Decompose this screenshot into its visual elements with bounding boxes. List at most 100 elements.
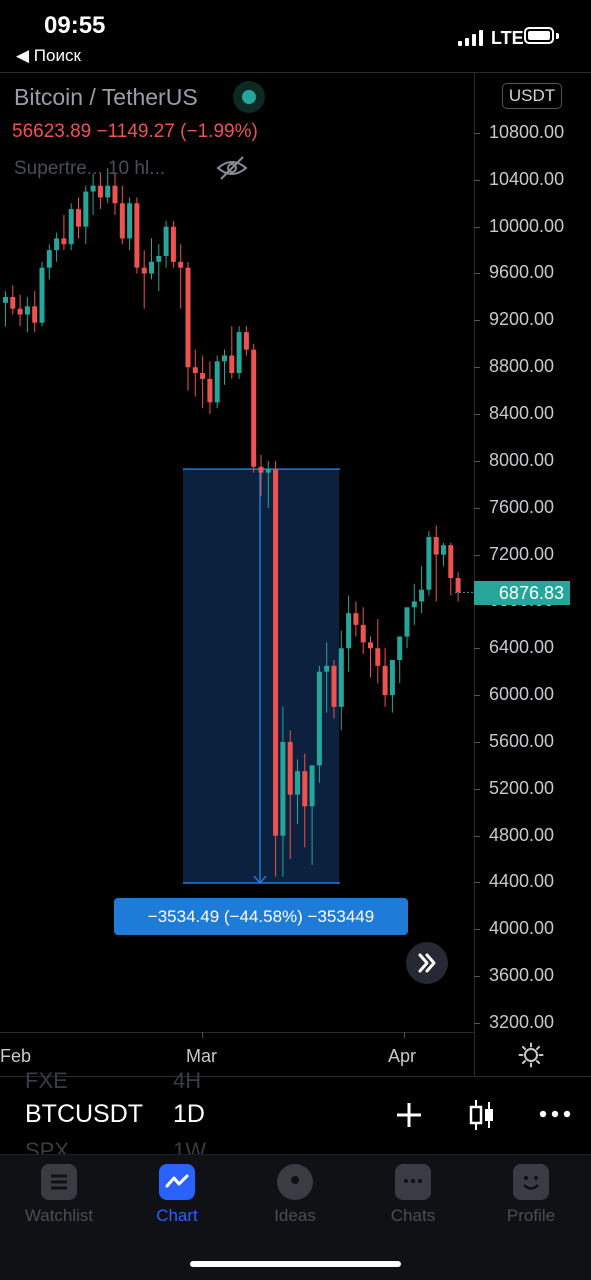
resolution-selector[interactable]: 1D [173, 1100, 205, 1128]
symbol-option[interactable]: FXE [25, 1068, 68, 1093]
candle-body [324, 665, 330, 672]
price-tick-label: 3200.00 [489, 1012, 555, 1032]
candle-body [141, 267, 147, 274]
price-tick-label: 10400.00 [489, 169, 565, 189]
candle-body [192, 367, 198, 374]
double-chevron-right-icon [418, 953, 436, 973]
resolution-option[interactable]: 4H [173, 1068, 202, 1093]
time-axis-line [0, 1032, 474, 1033]
more-options-icon[interactable] [538, 1104, 572, 1124]
price-chart[interactable] [0, 73, 474, 1032]
tab-label: Chart [156, 1206, 198, 1225]
candle-body [404, 607, 410, 637]
signal-icon [458, 30, 484, 46]
candle-body [90, 185, 96, 192]
candle-body [76, 209, 81, 227]
price-tick-mark [474, 180, 480, 181]
price-tick-label: 8800.00 [489, 356, 555, 376]
candle-body [448, 545, 454, 578]
price-tick-mark [474, 836, 480, 837]
candle-body [17, 308, 23, 315]
indicator-legend[interactable]: Supertre... 10 hl... [14, 158, 166, 179]
price-tick-mark [474, 882, 480, 883]
candle-body [10, 296, 16, 309]
candle-body [368, 642, 373, 649]
measure-arrow-head [253, 875, 267, 885]
candle-body [156, 255, 162, 262]
time-axis-label: Apr [388, 1046, 417, 1066]
candle-body [163, 226, 169, 256]
price-tick-label: 7200.00 [489, 544, 555, 564]
price-tick-mark [474, 742, 480, 743]
candle-body [46, 250, 52, 268]
chart-settings-icon[interactable] [518, 1042, 544, 1068]
price-tick-mark [474, 695, 480, 696]
price-tick-mark [474, 227, 480, 228]
candle-body [24, 306, 30, 315]
price-change-quote: 56623.89 −1149.27 (−1.99%) [12, 121, 258, 142]
symbol-title[interactable]: Bitcoin / TetherUS [14, 84, 198, 110]
time-axis-label: Feb [0, 1046, 32, 1066]
currency-badge[interactable]: USDT [502, 83, 562, 109]
candle-body [280, 741, 286, 836]
price-tick-mark [474, 648, 480, 649]
symbol-selector[interactable]: BTCUSDT [25, 1100, 144, 1128]
scroll-to-realtime-button[interactable] [406, 942, 448, 984]
tab-label: Profile [506, 1206, 556, 1225]
price-tick-mark [474, 789, 480, 790]
price-tick-label: 4000.00 [489, 918, 555, 938]
candle-body [433, 537, 439, 555]
price-tick-label: 4400.00 [489, 871, 555, 891]
price-tick-mark [474, 929, 480, 930]
chart-icon [159, 1164, 195, 1200]
candle-body [127, 203, 133, 239]
tab-label: Chats [390, 1206, 436, 1225]
candle-body [83, 191, 89, 227]
candle-body [214, 361, 220, 403]
price-tick-label: 8400.00 [489, 403, 555, 423]
measure-range-box [183, 469, 339, 884]
candle-body [61, 238, 67, 245]
add-icon[interactable] [394, 1100, 424, 1130]
battery-cap [556, 33, 559, 39]
price-tick-label: 6400.00 [489, 637, 555, 657]
tab-ideas[interactable]: Ideas [236, 1164, 354, 1226]
profile-icon [513, 1164, 549, 1200]
price-tick-label: 6000.00 [489, 684, 555, 704]
candle-body [353, 613, 359, 625]
candle-body [346, 613, 352, 649]
tab-chats[interactable]: Chats [354, 1164, 472, 1226]
candle-body [411, 601, 417, 608]
candle-body [382, 665, 388, 696]
price-tick-mark [474, 133, 480, 134]
candle-body [316, 671, 322, 766]
candle-body [207, 378, 213, 403]
tab-watchlist[interactable]: Watchlist [0, 1164, 118, 1226]
candle-body [309, 765, 315, 807]
back-to-search-link[interactable]: ◀ Поиск [16, 46, 81, 65]
price-tick-mark [474, 414, 480, 415]
tab-label: Watchlist [24, 1206, 94, 1225]
candle-body [419, 589, 425, 602]
candle-body [119, 203, 125, 239]
candle-body [149, 261, 154, 274]
candle-body [170, 226, 176, 262]
tab-profile[interactable]: Profile [472, 1164, 590, 1226]
candle-body [39, 267, 45, 323]
measure-result-label: −3534.49 (−44.58%) −353449 [114, 898, 408, 935]
candle-body [112, 185, 118, 204]
candle-body [243, 332, 249, 350]
price-tick-label: 5200.00 [489, 778, 555, 798]
price-tick-label: 8000.00 [489, 450, 555, 470]
hide-indicator-icon[interactable] [214, 154, 250, 182]
tab-chart[interactable]: Chart [118, 1164, 236, 1226]
candle-body [222, 355, 227, 362]
status-time: 09:55 [44, 12, 106, 39]
divider [0, 72, 591, 73]
price-tick-mark [474, 461, 480, 462]
price-tick-label: 10800.00 [489, 122, 565, 142]
watchlist-icon [41, 1164, 77, 1200]
price-tick-mark [474, 555, 480, 556]
price-tick-label: 10000.00 [489, 216, 565, 236]
candle-type-icon[interactable] [468, 1098, 496, 1132]
